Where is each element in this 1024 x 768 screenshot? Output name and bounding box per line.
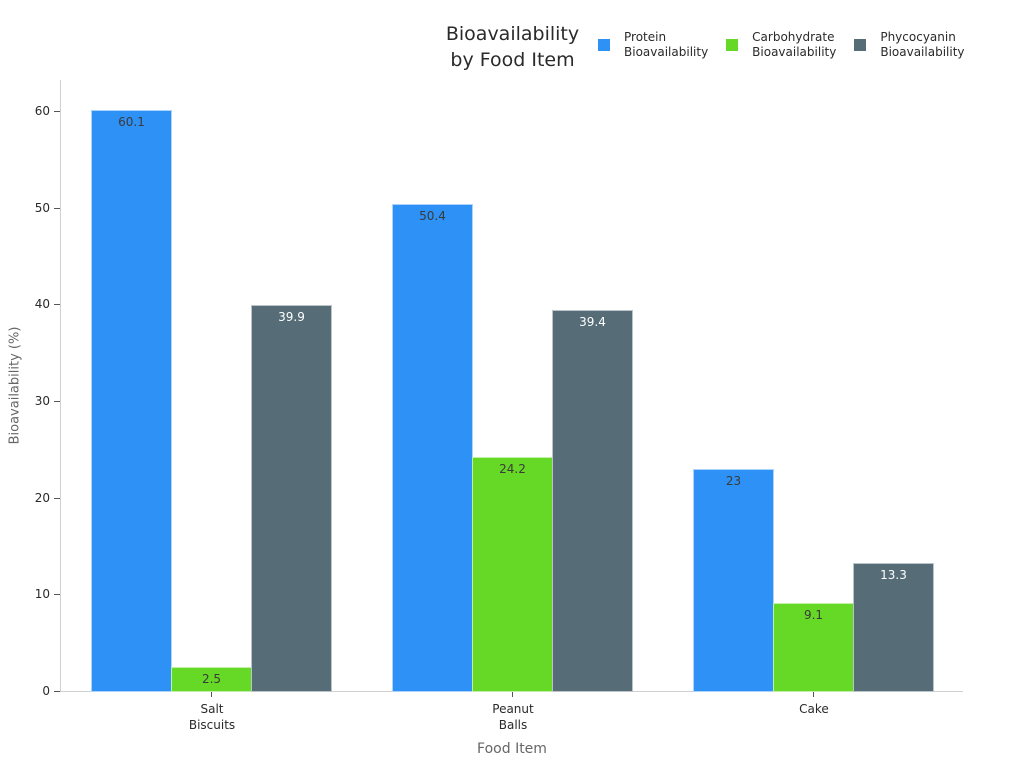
bar-value-label: 50.4 (419, 209, 446, 223)
bar-protein-peanut-balls[interactable]: 50.4 (392, 204, 473, 692)
legend-swatch-carbohydrate (726, 39, 739, 51)
chart-title-line-2: by Food Item (450, 49, 575, 71)
bar-value-label: 39.4 (579, 315, 606, 329)
bar-phycocyanin-salt-biscuits[interactable]: 39.9 (251, 305, 332, 692)
y-tick (54, 498, 60, 499)
bar-value-label: 39.9 (278, 310, 305, 324)
x-tick-label-salt-biscuits: Salt Biscuits (188, 702, 236, 732)
bar-carbohydrate-cake[interactable]: 9.1 (773, 603, 854, 692)
legend-item-protein[interactable]: Protein Bioavailability (598, 30, 708, 60)
y-tick-label: 30 (34, 394, 50, 408)
bar-value-label: 24.2 (499, 462, 526, 476)
bar-carbohydrate-salt-biscuits[interactable]: 2.5 (171, 667, 252, 692)
legend-item-phycocyanin[interactable]: Phycocyanin Bioavailability (854, 30, 965, 60)
y-tick (54, 401, 60, 402)
bar-protein-cake[interactable]: 23 (693, 469, 774, 692)
y-tick (54, 304, 60, 305)
bar-value-label: 13.3 (880, 568, 907, 582)
bar-value-label: 2.5 (201, 672, 222, 686)
x-tick-label-cake: Cake (799, 702, 829, 716)
x-tick (211, 692, 212, 697)
y-tick (54, 691, 60, 692)
bar-carbohydrate-peanut-balls[interactable]: 24.2 (472, 457, 553, 692)
legend-swatch-phycocyanin (854, 39, 867, 51)
bar-value-label: 60.1 (118, 115, 145, 129)
y-tick (54, 208, 60, 209)
y-tick-label: 20 (34, 491, 50, 505)
x-tick (813, 692, 814, 697)
y-tick (54, 111, 60, 112)
y-tick (54, 594, 60, 595)
y-tick-label: 40 (34, 297, 50, 311)
bar-phycocyanin-peanut-balls[interactable]: 39.4 (552, 310, 633, 692)
y-tick-label: 60 (34, 104, 50, 118)
y-axis-line (60, 80, 61, 692)
bar-protein-salt-biscuits[interactable]: 60.1 (91, 110, 172, 692)
legend: Protein Bioavailability Carbohydrate Bio… (598, 30, 983, 60)
bar-phycocyanin-cake[interactable]: 13.3 (853, 563, 934, 692)
y-tick-label: 0 (42, 684, 50, 698)
legend-item-carbohydrate[interactable]: Carbohydrate Bioavailability (726, 30, 836, 60)
chart-title-line-1: Bioavailability (445, 23, 580, 45)
y-axis-title: Bioavailability (%) (7, 326, 23, 445)
legend-swatch-protein (598, 39, 610, 51)
bar-value-label: 9.1 (803, 608, 824, 622)
bar-value-label: 23 (725, 474, 742, 488)
y-tick-label: 10 (34, 587, 50, 601)
chart-title: Bioavailability by Food Item (430, 21, 595, 73)
x-axis-title: Food Item (477, 741, 547, 757)
x-tick-label-peanut-balls: Peanut Balls (492, 702, 534, 732)
x-tick (512, 692, 513, 697)
y-tick-label: 50 (34, 201, 50, 215)
